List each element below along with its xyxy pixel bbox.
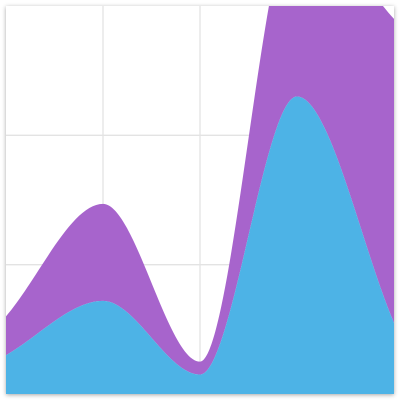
area-series (6, 6, 394, 394)
area-series-2 (6, 6, 394, 375)
area-series-1 (6, 96, 394, 394)
